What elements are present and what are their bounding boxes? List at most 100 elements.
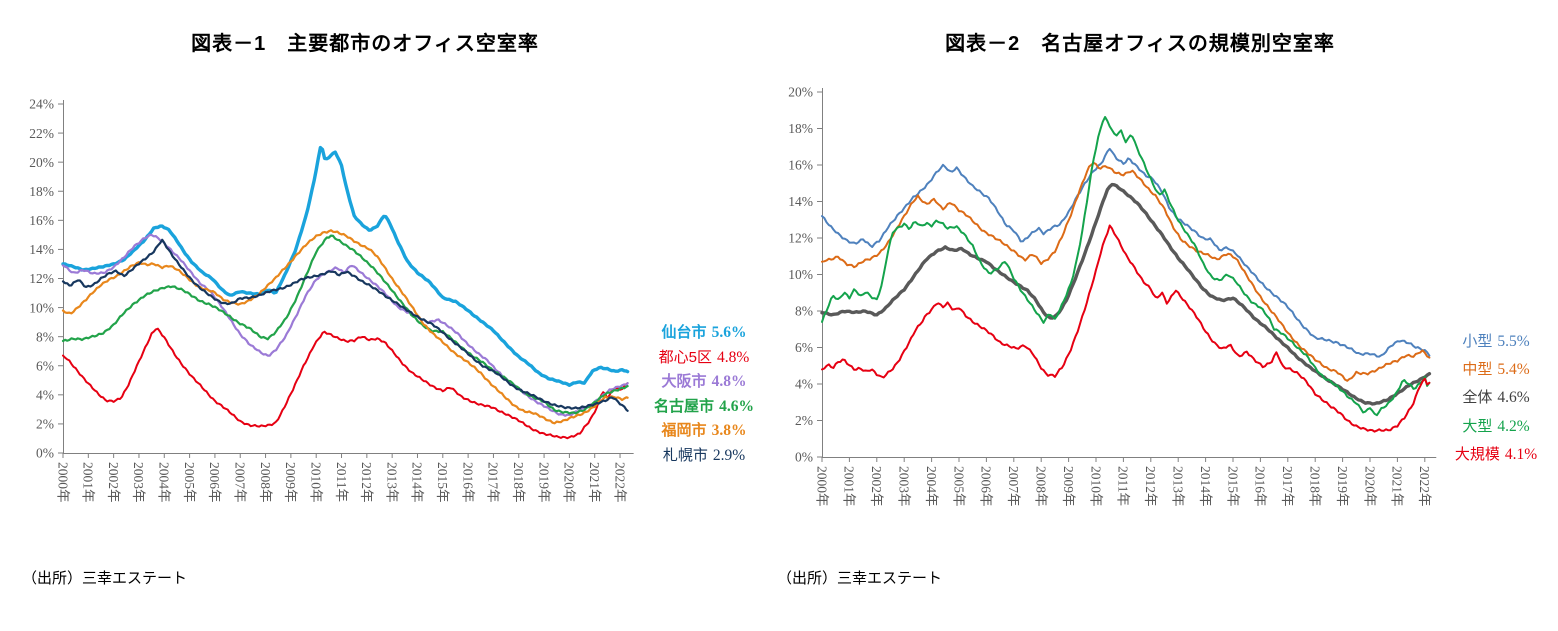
x-tick-label: 2016年: [1253, 466, 1268, 507]
x-tick-label: 2018年: [1307, 466, 1322, 507]
series-line-全体: [820, 182, 1432, 406]
x-tick-label: 2008年: [1033, 466, 1048, 507]
chart2-legend: 小型 5.5% 中型 5.4% 全体 4.6% 大型 4.2% 大規模 4.1%: [1436, 328, 1556, 469]
y-tick-label: 20%: [29, 155, 54, 170]
y-tick-label: 0%: [795, 450, 813, 465]
y-tick-label: 12%: [788, 231, 813, 246]
y-tick-label: 4%: [795, 377, 813, 392]
y-tick-label: 18%: [29, 184, 54, 199]
chart2-source: （出所）三幸エステート: [777, 570, 943, 587]
x-tick-label: 2019年: [1335, 466, 1350, 507]
x-tick-label: 2003年: [131, 462, 146, 503]
x-tick-label: 2013年: [384, 462, 399, 503]
series-line-中型: [821, 161, 1431, 382]
series-line-都心5区: [62, 327, 629, 440]
x-tick-label: 2009年: [1061, 466, 1076, 507]
y-tick-label: 0%: [36, 446, 54, 461]
y-tick-label: 8%: [795, 304, 813, 319]
chart1-legend: 仙台市 5.6% 都心5区 4.8% 大阪市 4.8% 名古屋市 4.6% 福岡市 3.8…: [634, 321, 774, 468]
x-tick-label: 2020年: [562, 462, 577, 503]
y-tick-label: 10%: [788, 267, 813, 282]
x-tick-label: 2012年: [359, 462, 374, 503]
legend-item-ogata: 大型 4.2%: [1462, 417, 1530, 435]
x-tick-label: 2007年: [233, 462, 248, 503]
y-tick-label: 16%: [788, 158, 813, 173]
x-tick-label: 2012年: [1143, 466, 1158, 507]
x-tick-label: 2000年: [55, 462, 70, 503]
x-tick-label: 2002年: [869, 466, 884, 507]
legend-item-nagoya: 名古屋市 4.6%: [654, 397, 754, 415]
x-tick-label: 2010年: [308, 462, 323, 503]
legend-item-osaka: 大阪市 4.8%: [661, 373, 747, 390]
x-tick-label: 2001年: [842, 466, 857, 507]
legend-item-fukuoka: 福岡市 3.8%: [661, 422, 747, 439]
legend-item-sendai: 仙台市 5.6%: [661, 324, 747, 341]
x-tick-label: 2017年: [1280, 466, 1295, 507]
x-tick-label: 2015年: [1225, 466, 1240, 507]
series-line-名古屋市: [61, 234, 629, 415]
x-tick-label: 2009年: [283, 462, 298, 503]
legend-item-kogata: 小型 5.5%: [1462, 333, 1530, 350]
y-tick-label: 14%: [788, 194, 813, 209]
x-tick-label: 2022年: [612, 462, 627, 503]
y-tick-label: 10%: [29, 300, 54, 315]
series-line-札幌市: [61, 238, 629, 412]
x-tick-label: 2021年: [587, 462, 602, 503]
x-tick-label: 2021年: [1390, 466, 1405, 507]
x-tick-label: 2005年: [951, 466, 966, 507]
x-tick-label: 2013年: [1170, 466, 1185, 507]
x-tick-label: 2016年: [460, 462, 475, 503]
x-tick-label: 2003年: [896, 466, 911, 507]
y-tick-label: 14%: [29, 242, 54, 257]
legend-item-sapporo: 札幌市 2.9%: [662, 446, 746, 464]
x-tick-label: 2001年: [81, 462, 96, 503]
x-tick-label: 2006年: [207, 462, 222, 503]
legend-item-chugata: 中型 5.4%: [1462, 361, 1530, 379]
y-tick-label: 6%: [795, 340, 813, 355]
y-tick-label: 24%: [29, 97, 54, 112]
series-line-大阪市: [61, 233, 629, 417]
series-line-大規模: [821, 224, 1431, 433]
x-tick-label: 2015年: [435, 462, 450, 503]
x-tick-label: 2010年: [1088, 466, 1103, 507]
y-tick-label: 20%: [788, 85, 813, 100]
legend-item-daikibo: 大規模 4.1%: [1454, 445, 1538, 463]
x-tick-label: 2011年: [334, 462, 349, 502]
x-tick-label: 2000年: [814, 466, 829, 507]
chart1-plot: 0% 2% 4% 6% 8% 10% 12% 14% 16% 18% 20% 22% 24% 2000年 2…: [29, 97, 634, 503]
chart1-source: （出所）三幸エステート: [22, 570, 188, 587]
y-tick-label: 22%: [29, 126, 54, 141]
x-tick-label: 2014年: [410, 462, 425, 503]
series-line-福岡市: [61, 229, 629, 425]
x-tick-label: 2017年: [486, 462, 501, 503]
y-tick-label: 8%: [36, 329, 54, 344]
series-line-仙台市: [61, 145, 630, 387]
y-tick-label: 4%: [36, 388, 54, 403]
x-tick-label: 2002年: [106, 462, 121, 503]
x-tick-label: 2019年: [536, 462, 551, 503]
y-tick-label: 16%: [29, 213, 54, 228]
y-tick-label: 2%: [36, 417, 54, 432]
x-tick-label: 2005年: [182, 462, 197, 503]
x-tick-label: 2004年: [924, 466, 939, 507]
x-tick-label: 2011年: [1116, 466, 1131, 506]
x-tick-label: 2007年: [1006, 466, 1021, 507]
y-tick-label: 18%: [788, 121, 813, 136]
x-tick-label: 2014年: [1198, 466, 1213, 507]
y-tick-label: 6%: [36, 358, 54, 373]
chart1-title: 図表－1 主要都市のオフィス空室率: [191, 33, 539, 55]
x-tick-label: 2020年: [1362, 466, 1377, 507]
y-tick-label: 12%: [29, 271, 54, 286]
chart2-plot: 0% 2% 4% 6% 8% 10% 12% 14% 16% 18% 20% 2000年 2001年 20…: [788, 85, 1437, 507]
legend-item-toshin5: 都心5区 4.8%: [658, 348, 750, 366]
series-line-小型: [821, 147, 1431, 358]
y-tick-label: 2%: [795, 413, 813, 428]
legend-item-zentai: 全体 4.6%: [1462, 389, 1530, 407]
x-tick-label: 2008年: [258, 462, 273, 503]
series-line-大型: [821, 116, 1431, 417]
chart2-title: 図表－2 名古屋オフィスの規模別空室率: [945, 33, 1335, 55]
x-tick-label: 2006年: [979, 466, 994, 507]
x-tick-label: 2018年: [511, 462, 526, 503]
x-tick-label: 2022年: [1417, 466, 1432, 507]
